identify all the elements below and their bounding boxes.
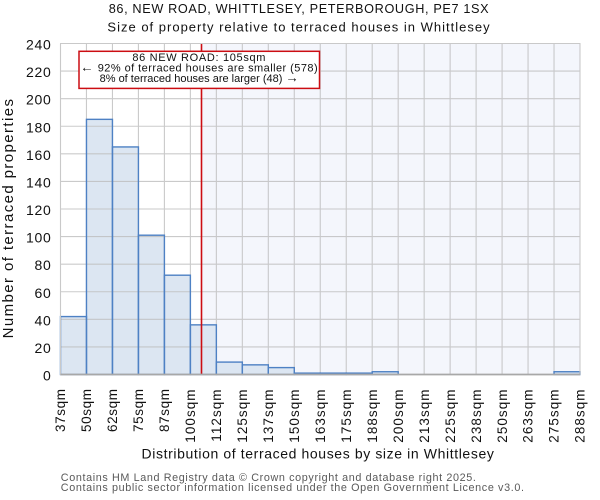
svg-text:20: 20 — [35, 340, 52, 356]
svg-text:250sqm: 250sqm — [495, 388, 510, 442]
svg-text:137sqm: 137sqm — [261, 388, 276, 442]
svg-text:100sqm: 100sqm — [183, 388, 198, 442]
svg-text:80: 80 — [35, 257, 52, 273]
svg-text:288sqm: 288sqm — [573, 388, 588, 442]
svg-text:112sqm: 112sqm — [209, 388, 224, 441]
svg-text:188sqm: 188sqm — [365, 388, 380, 442]
svg-text:200: 200 — [26, 92, 52, 108]
svg-text:Contains HM Land Registry data: Contains HM Land Registry data © Crown c… — [61, 472, 477, 484]
svg-text:275sqm: 275sqm — [547, 388, 562, 442]
svg-text:200sqm: 200sqm — [391, 388, 406, 442]
svg-text:263sqm: 263sqm — [521, 388, 536, 442]
svg-text:240: 240 — [26, 37, 52, 53]
svg-text:120: 120 — [26, 202, 52, 218]
svg-text:40: 40 — [35, 312, 52, 328]
svg-text:220: 220 — [26, 64, 52, 80]
svg-text:225sqm: 225sqm — [443, 388, 458, 442]
svg-text:60: 60 — [35, 285, 52, 301]
svg-text:213sqm: 213sqm — [417, 388, 432, 442]
svg-text:100: 100 — [26, 230, 52, 246]
svg-text:8% of terraced houses are larg: 8% of terraced houses are larger (48) → — [100, 70, 299, 85]
svg-text:140: 140 — [26, 174, 52, 190]
svg-text:160: 160 — [26, 147, 52, 163]
svg-text:180: 180 — [26, 119, 52, 135]
svg-text:Size of property relative to t: Size of property relative to terraced ho… — [107, 19, 490, 34]
svg-text:150sqm: 150sqm — [287, 388, 302, 442]
svg-text:← 92% of terraced houses are s: ← 92% of terraced houses are smaller (57… — [80, 60, 318, 75]
svg-text:0: 0 — [43, 368, 52, 384]
svg-text:86 NEW ROAD: 105sqm: 86 NEW ROAD: 105sqm — [132, 52, 266, 64]
svg-text:75sqm: 75sqm — [131, 388, 146, 432]
svg-text:86, NEW ROAD, WHITTLESEY, PETE: 86, NEW ROAD, WHITTLESEY, PETERBOROUGH, … — [109, 2, 489, 16]
svg-text:Number of terraced properties: Number of terraced properties — [0, 98, 17, 339]
svg-text:125sqm: 125sqm — [235, 388, 250, 442]
svg-text:Distribution of terraced house: Distribution of terraced houses by size … — [142, 445, 495, 461]
svg-text:87sqm: 87sqm — [157, 388, 172, 432]
svg-text:163sqm: 163sqm — [313, 388, 328, 442]
svg-text:62sqm: 62sqm — [105, 388, 120, 432]
svg-text:Contains public sector informa: Contains public sector information licen… — [61, 482, 525, 494]
svg-text:175sqm: 175sqm — [339, 388, 354, 442]
svg-text:37sqm: 37sqm — [53, 388, 68, 432]
svg-text:238sqm: 238sqm — [469, 388, 484, 442]
svg-text:50sqm: 50sqm — [79, 388, 94, 432]
